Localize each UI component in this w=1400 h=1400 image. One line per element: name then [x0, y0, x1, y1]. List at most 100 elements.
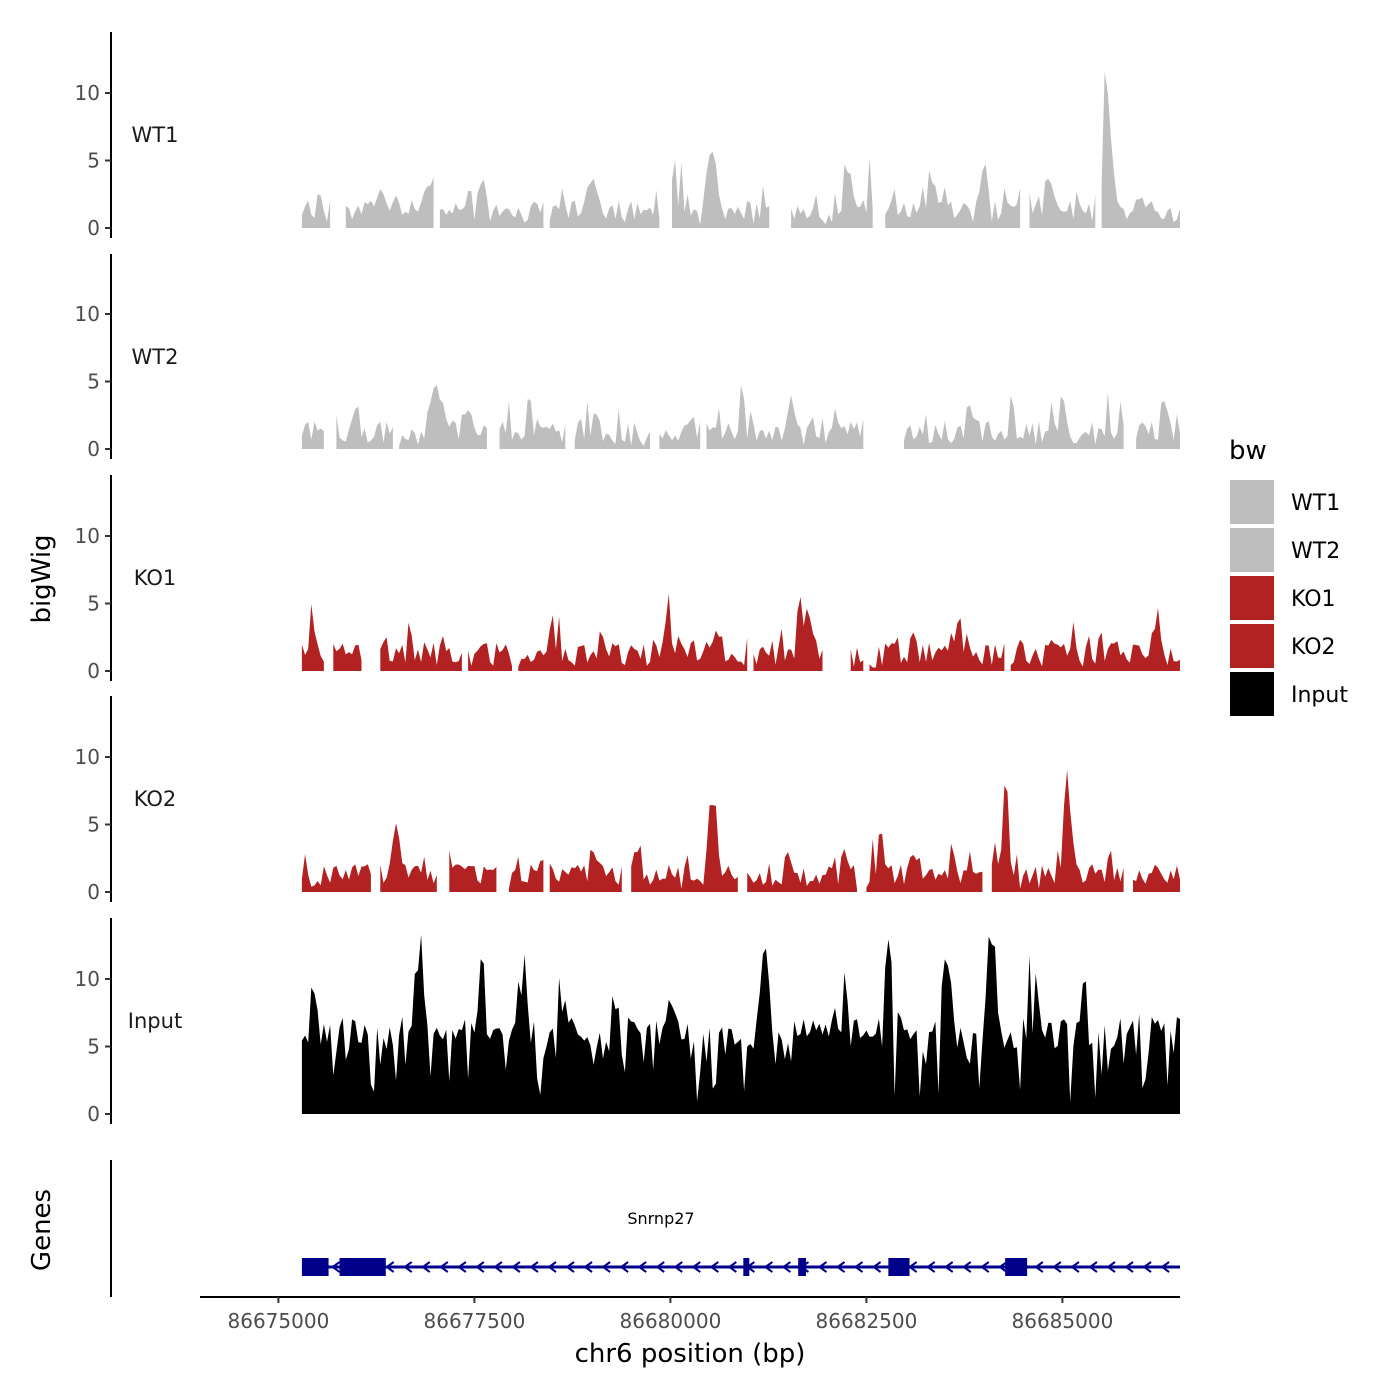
signal-area-ko2 [301, 854, 371, 892]
strand-arrow [998, 1261, 1008, 1273]
x-axis-title: chr6 position (bp) [575, 1339, 806, 1369]
signal-area-ko2 [508, 856, 544, 892]
strand-arrow [980, 1261, 990, 1273]
strand-arrow [817, 1261, 828, 1273]
track-panel-input: 0 5 10 Input [75, 918, 1180, 1126]
strand-arrow [907, 1261, 918, 1273]
x-tick-label: 86682500 [816, 1309, 918, 1333]
gene-track: Snrnp27 [110, 1160, 1180, 1297]
strand-arrow [385, 1261, 395, 1273]
y-tick-label: 0 [87, 659, 100, 683]
legend-label-wt2: WT2 [1291, 539, 1340, 564]
signal-area-wt2 [904, 392, 1124, 449]
track-panel-wt2: 0 5 10 WT2 [75, 254, 1180, 461]
signal-area-ko1 [301, 604, 324, 671]
track-panel-ko2: 0 5 10 KO2 [75, 696, 1180, 904]
strand-arrow [1088, 1261, 1098, 1273]
strand-arrow [547, 1261, 557, 1273]
strand-arrow [655, 1261, 665, 1273]
strand-arrow [330, 1261, 341, 1273]
x-tick-label: 86677500 [424, 1309, 526, 1333]
legend-label-wt1: WT1 [1291, 491, 1340, 516]
strand-arrow [871, 1261, 882, 1273]
legend-title: bw [1229, 436, 1267, 466]
strand-arrow [727, 1261, 737, 1273]
signal-area-ko1 [753, 597, 823, 671]
signal-area-wt1 [345, 177, 434, 228]
strand-arrow [1070, 1261, 1080, 1273]
strand-arrow [565, 1261, 575, 1273]
strand-arrow [475, 1261, 485, 1273]
y-tick-label: 10 [75, 967, 100, 991]
signal-area-wt2 [706, 385, 864, 449]
signal-area-wt1 [1029, 178, 1096, 228]
gene-exon [743, 1258, 750, 1276]
signal-area-ko1 [518, 593, 748, 671]
gene-exon [301, 1258, 329, 1276]
signal-area-wt1 [439, 179, 544, 228]
legend-key-ko1 [1230, 576, 1274, 620]
signal-area-wt2 [574, 401, 650, 449]
x-tick-label: 86680000 [620, 1309, 722, 1333]
signal-area-ko1 [1010, 607, 1180, 671]
y-tick-label: 0 [87, 216, 100, 240]
signal-area-wt2 [399, 384, 487, 449]
signal-area-ko2 [549, 849, 622, 892]
track-label-input: Input [128, 1009, 182, 1033]
signal-area-ko1 [380, 622, 462, 671]
strand-arrow [1034, 1261, 1044, 1273]
strand-arrow [962, 1261, 972, 1273]
legend-key-ko2 [1230, 624, 1274, 668]
strand-arrow [691, 1261, 701, 1273]
y-tick-label: 0 [87, 880, 100, 904]
signal-area-wt1 [672, 151, 770, 228]
signal-area-ko2 [631, 805, 738, 892]
x-axis: 86675000 86677500 86680000 86682500 86685000 [200, 1296, 1180, 1333]
signal-area-ko1 [850, 647, 864, 671]
gene-name-label: Snrnp27 [627, 1209, 694, 1228]
signal-area-wt2 [659, 416, 701, 449]
strand-arrow [1160, 1261, 1170, 1273]
signal-area-wt1 [301, 194, 331, 228]
signal-area-wt2 [336, 406, 393, 449]
strand-arrow [1052, 1261, 1062, 1273]
legend-key-wt1 [1230, 480, 1274, 524]
strand-arrow [439, 1261, 449, 1273]
strand-arrow [421, 1261, 431, 1273]
strand-arrow [511, 1261, 521, 1273]
signal-area-wt1 [549, 178, 660, 228]
strand-arrow [835, 1261, 846, 1273]
signal-area-ko2 [1133, 864, 1180, 892]
legend-key-wt2 [1230, 528, 1274, 572]
strand-arrow [601, 1261, 611, 1273]
strand-arrow [1142, 1261, 1152, 1273]
signal-area-wt2 [301, 421, 324, 449]
strand-arrow [925, 1261, 936, 1273]
track-label-ko2: KO2 [134, 787, 177, 811]
signal-area-ko2 [747, 849, 857, 892]
signal-area-wt1 [885, 164, 1021, 228]
x-tick-label: 86675000 [228, 1309, 330, 1333]
y-tick-label: 10 [75, 745, 100, 769]
strand-arrow [763, 1261, 773, 1273]
y-tick-label: 10 [75, 81, 100, 105]
strand-arrow [673, 1261, 683, 1273]
y-tick-label: 10 [75, 524, 100, 548]
y-axis-title: bigWig [27, 534, 57, 623]
signal-area-ko1 [869, 618, 1005, 671]
y-tick-label: 0 [87, 437, 100, 461]
strand-arrow [619, 1261, 629, 1273]
y-tick-label: 5 [87, 370, 100, 394]
y-tick-label: 5 [87, 813, 100, 837]
signal-tracks: 0 5 10 WT1 0 5 10 WT2 0 5 10 KO1 0 5 10 KO2 0 5 10 Input [75, 32, 1180, 1126]
y-tick-label: 5 [87, 149, 100, 173]
strand-arrow [1106, 1261, 1116, 1273]
signal-area-ko1 [468, 643, 512, 671]
signal-area-ko2 [449, 850, 497, 892]
signal-area-ko2 [991, 769, 1124, 892]
x-tick-label: 86685000 [1012, 1309, 1114, 1333]
track-panel-ko1: 0 5 10 KO1 [75, 475, 1180, 683]
strand-arrow [457, 1261, 467, 1273]
gene-exon [339, 1258, 386, 1276]
